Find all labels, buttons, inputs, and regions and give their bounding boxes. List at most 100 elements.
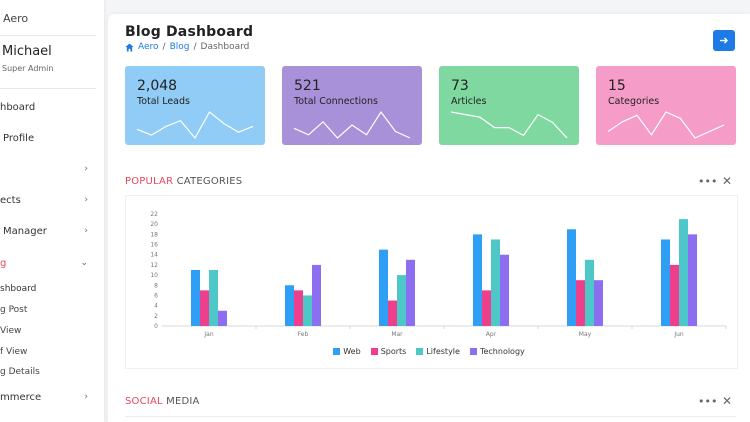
legend-label: Lifestyle bbox=[426, 347, 460, 356]
sidebar-item-dashboard[interactable]: hboard bbox=[0, 102, 92, 113]
sidebar-item-label: hboard bbox=[0, 102, 36, 113]
y-tick-label: 12 bbox=[150, 262, 158, 269]
sparkline bbox=[136, 111, 254, 140]
section-title-accent: SOCIAL bbox=[125, 396, 163, 407]
bar-lifestyle-jan bbox=[209, 270, 218, 326]
y-tick-label: 6 bbox=[154, 292, 158, 299]
legend-item-web[interactable]: Web bbox=[333, 347, 361, 356]
sidebar-brand[interactable]: Aero bbox=[3, 12, 29, 25]
bar-web-mar bbox=[379, 249, 388, 326]
bar-technology-jan bbox=[218, 310, 227, 326]
bar-web-jun bbox=[661, 239, 670, 326]
sidebar-item-label: ects bbox=[0, 195, 21, 206]
panel-divider bbox=[125, 416, 736, 417]
breadcrumb-separator: / bbox=[193, 42, 197, 52]
sidebar-item-label: Manager bbox=[3, 226, 47, 237]
chart-panel: 0 2 4 6 8 10 12 14 16 18 20 22 Jan Feb Mar Apr May Jun bbox=[125, 195, 738, 369]
bar-technology-may bbox=[594, 280, 603, 326]
bar-technology-jun bbox=[688, 234, 697, 326]
x-tick-label: May bbox=[579, 331, 592, 338]
x-tick-label: Feb bbox=[298, 331, 309, 338]
breadcrumb-blog[interactable]: Blog bbox=[169, 42, 190, 52]
section-title-rest: CATEGORIES bbox=[173, 176, 243, 187]
user-name[interactable]: Michael bbox=[2, 44, 52, 59]
bar-sports-may bbox=[576, 280, 585, 326]
sidebar-subitem-list-view[interactable]: View bbox=[0, 326, 22, 336]
legend-swatch bbox=[370, 348, 378, 355]
chevron-right-icon: › bbox=[84, 226, 88, 236]
legend-item-sports[interactable]: Sports bbox=[370, 347, 407, 356]
y-tick-label: 4 bbox=[154, 303, 158, 310]
legend-swatch bbox=[469, 348, 477, 355]
bar-lifestyle-apr bbox=[491, 239, 500, 326]
section-title-social-media: SOCIAL MEDIA bbox=[125, 396, 200, 407]
stat-value: 2,048 bbox=[137, 78, 178, 94]
main-content: Blog Dashboard Aero / Blog / Dashboard ➜… bbox=[108, 14, 750, 422]
y-tick-label: 22 bbox=[150, 211, 158, 218]
x-tick-label: Apr bbox=[486, 331, 497, 338]
stat-card-total-leads: 2,048 Total Leads bbox=[125, 66, 265, 145]
stat-value: 73 bbox=[451, 78, 469, 94]
sidebar-subitem-grid-view[interactable]: f View bbox=[0, 347, 28, 357]
x-tick-label: Mar bbox=[391, 331, 403, 338]
sparkline bbox=[450, 111, 568, 139]
arrow-right-icon: ➜ bbox=[719, 35, 729, 47]
bar-lifestyle-jun bbox=[679, 219, 688, 326]
sparkline bbox=[607, 111, 725, 139]
legend-item-lifestyle[interactable]: Lifestyle bbox=[416, 347, 460, 356]
more-dots-icon[interactable]: ••• bbox=[698, 175, 718, 188]
legend-label: Sports bbox=[380, 347, 407, 356]
bar-web-jan bbox=[191, 270, 200, 326]
stat-label: Total Connections bbox=[294, 96, 378, 107]
section-title-accent: POPULAR bbox=[125, 176, 174, 187]
stat-label: Total Leads bbox=[137, 96, 190, 107]
bar-web-apr bbox=[473, 234, 482, 326]
bar-sports-jan bbox=[200, 290, 209, 326]
sidebar-item-file-manager[interactable]: Manager › bbox=[0, 226, 92, 237]
bar-sports-feb bbox=[294, 290, 303, 326]
stat-card-total-connections: 521 Total Connections bbox=[282, 66, 422, 145]
close-icon[interactable]: ✕ bbox=[722, 174, 733, 188]
y-tick-label: 0 bbox=[154, 323, 158, 330]
close-icon[interactable]: ✕ bbox=[722, 394, 733, 408]
x-tick-label: Jun bbox=[673, 331, 684, 338]
go-button[interactable]: ➜ bbox=[713, 30, 735, 51]
sidebar-item-label: g bbox=[0, 258, 7, 269]
bar-technology-feb bbox=[312, 264, 321, 326]
sidebar-item-projects[interactable]: ects › bbox=[0, 195, 92, 206]
chevron-down-icon: ⌄ bbox=[80, 258, 88, 268]
sidebar-divider bbox=[0, 35, 96, 36]
y-tick-label: 2 bbox=[154, 313, 158, 320]
legend-item-technology[interactable]: Technology bbox=[469, 347, 525, 356]
chart-legend: Web Sports Lifestyle Technology bbox=[108, 347, 750, 356]
breadcrumb-separator: / bbox=[162, 42, 166, 52]
sidebar-item-ecommerce[interactable]: mmerce › bbox=[0, 392, 92, 403]
y-tick-label: 18 bbox=[150, 231, 158, 238]
sidebar-subitem-dashboard[interactable]: shboard bbox=[0, 284, 37, 294]
sidebar-subitem-blog-post[interactable]: g Post bbox=[0, 305, 28, 315]
more-dots-icon[interactable]: ••• bbox=[698, 395, 718, 408]
legend-swatch bbox=[333, 348, 341, 355]
home-icon bbox=[125, 42, 134, 52]
chevron-right-icon: › bbox=[84, 392, 88, 402]
stat-label: Categories bbox=[608, 96, 660, 107]
breadcrumb: Aero / Blog / Dashboard bbox=[125, 42, 249, 52]
sidebar-item-blog[interactable]: g ⌄ bbox=[0, 258, 92, 269]
section-title-popular-categories: POPULAR CATEGORIES bbox=[125, 176, 242, 187]
bar-web-feb bbox=[285, 285, 294, 326]
sidebar: Aero Michael Super Admin hboard Profile … bbox=[0, 0, 104, 422]
breadcrumb-home[interactable]: Aero bbox=[138, 42, 159, 52]
chevron-right-icon: › bbox=[84, 164, 88, 174]
user-role: Super Admin bbox=[2, 64, 54, 73]
chevron-right-icon: › bbox=[84, 195, 88, 205]
page-title: Blog Dashboard bbox=[125, 24, 254, 40]
bar-lifestyle-may bbox=[585, 259, 594, 326]
stat-card-categories: 15 Categories bbox=[596, 66, 736, 145]
bar-lifestyle-mar bbox=[397, 275, 406, 326]
sparkline bbox=[293, 110, 411, 139]
sidebar-subitem-blog-details[interactable]: g Details bbox=[0, 367, 40, 377]
bar-technology-apr bbox=[500, 254, 509, 326]
sidebar-item-label: Profile bbox=[3, 133, 35, 144]
sidebar-item-profile[interactable]: Profile bbox=[0, 133, 92, 144]
stat-value: 521 bbox=[294, 78, 321, 94]
